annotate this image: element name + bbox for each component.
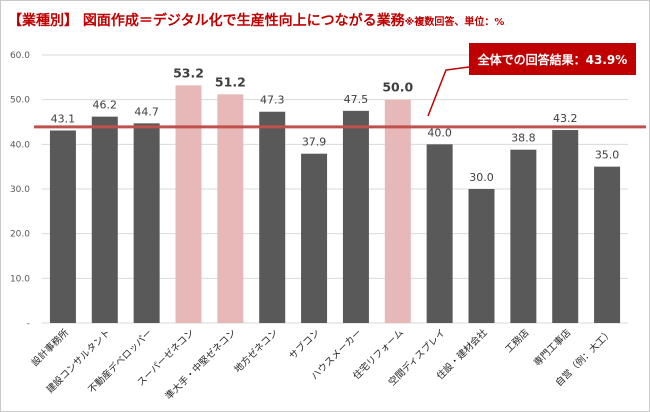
value-labels: 43.1 46.2 44.7 53.2 51.2 47.3 37.9 47.5 50.0 40.0…: [51, 65, 620, 184]
y-tick-label: 60.0: [10, 51, 30, 61]
value-label: 37.9: [302, 136, 327, 149]
callout-pointer: [427, 66, 470, 117]
bar: [133, 123, 160, 323]
category-label: 専門工事店: [531, 327, 573, 369]
bar: [384, 99, 411, 324]
value-label: 40.0: [427, 126, 452, 139]
y-axis-ticks: - 10.0 20.0 30.0 40.0 50.0 60.0: [10, 51, 30, 329]
bar: [552, 130, 579, 323]
value-label: 44.7: [134, 105, 159, 118]
y-tick-label: 50.0: [10, 96, 30, 106]
bar: [91, 116, 118, 323]
category-label: 設計事務所: [29, 326, 71, 368]
chart-title-note: ※複数回答、単位：%: [405, 15, 505, 28]
bar: [259, 111, 286, 323]
value-label: 43.1: [51, 112, 76, 125]
y-tick-label: 10.0: [10, 274, 30, 284]
bar: [49, 130, 76, 323]
y-tick-label: 30.0: [10, 185, 30, 195]
callout-text: 全体での回答結果：43.9%: [477, 52, 628, 67]
callout-box: [469, 43, 636, 75]
y-tick-label: 40.0: [10, 140, 30, 150]
bar: [175, 85, 202, 323]
value-label: 47.3: [260, 94, 285, 107]
callout: 全体での回答結果：43.9%: [427, 43, 636, 117]
category-label: サブコン: [287, 327, 322, 362]
bar: [468, 189, 495, 323]
category-label: 工務店: [503, 327, 532, 356]
value-label: 47.5: [344, 93, 369, 106]
chart-title-main: 【業種別】 図面作成＝デジタル化で生産性向上につながる業務: [8, 12, 406, 29]
bar: [342, 110, 369, 323]
value-label: 43.2: [553, 112, 578, 125]
bar: [510, 149, 537, 323]
value-label: 51.2: [215, 74, 246, 89]
category-label: 準大手・中堅ゼネコン: [163, 327, 239, 403]
value-label: 50.0: [382, 80, 413, 95]
bar: [301, 153, 328, 323]
bar: [217, 94, 244, 323]
category-label: 地方ゼネコン: [232, 327, 281, 376]
chart-title: 【業種別】 図面作成＝デジタル化で生産性向上につながる業務※複数回答、単位：%: [8, 12, 504, 29]
value-label: 35.0: [595, 149, 620, 162]
value-label: 38.8: [511, 132, 536, 145]
bar: [426, 144, 453, 323]
y-tick-label: -: [27, 319, 30, 329]
category-labels: 設計事務所建設コンサルタント不動産デベロッパースーパーゼネコン準大手・中堅ゼネコ…: [29, 326, 615, 402]
value-label: 30.0: [469, 171, 494, 184]
y-tick-label: 20.0: [10, 230, 30, 240]
gridlines: [42, 54, 628, 324]
bar: [594, 166, 621, 323]
value-label: 53.2: [173, 65, 204, 80]
bars: [49, 85, 621, 324]
value-label: 46.2: [93, 99, 118, 112]
